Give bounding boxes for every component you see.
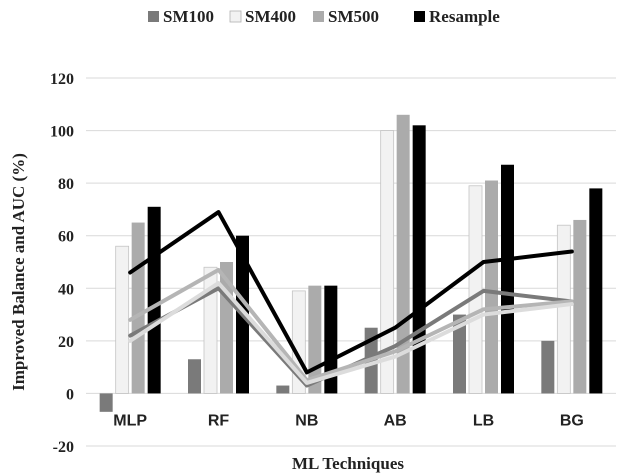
- bar: [203, 266, 218, 394]
- x-tick-label: LB: [473, 412, 494, 429]
- y-axis-title: Improved Balance and AUC (%): [9, 153, 28, 391]
- legend-label: SM500: [328, 7, 379, 26]
- bar: [541, 340, 555, 394]
- x-axis-title: ML Techniques: [292, 454, 404, 473]
- y-tick-labels: -20 0 20 40 60 80 100 120: [50, 71, 74, 456]
- y-tick-label: 0: [66, 386, 74, 403]
- bar: [131, 222, 145, 394]
- bar: [556, 224, 571, 394]
- y-tick-label: 100: [50, 124, 74, 141]
- legend-swatch: [148, 11, 159, 22]
- y-tick-label: -20: [53, 439, 74, 456]
- bar: [380, 130, 395, 394]
- series-line: [128, 267, 574, 383]
- bar: [324, 285, 338, 394]
- series-line: [128, 210, 574, 375]
- bar: [276, 385, 290, 394]
- bar: [99, 393, 113, 412]
- lines: [128, 210, 574, 388]
- bar: [501, 164, 514, 394]
- bar: [485, 180, 498, 394]
- gridlines: [86, 77, 616, 447]
- y-tick-label: 80: [58, 176, 74, 193]
- legend-swatch: [229, 10, 242, 23]
- legend-label: SM100: [163, 7, 214, 26]
- y-tick-label: 60: [58, 229, 74, 246]
- legend-label: Resample: [429, 7, 500, 26]
- x-tick-label: MLP: [113, 412, 147, 429]
- x-tick-label: RF: [208, 412, 230, 429]
- legend-swatch: [414, 11, 425, 22]
- y-tick-label: 120: [50, 71, 74, 88]
- bar: [453, 314, 466, 394]
- bar: [412, 125, 426, 394]
- bar: [573, 219, 587, 394]
- bar: [468, 185, 483, 394]
- x-tick-label: BG: [560, 412, 584, 429]
- y-tick-label: 20: [58, 334, 74, 351]
- y-tick-label: 40: [58, 281, 74, 298]
- series-line: [128, 281, 574, 385]
- bar: [188, 359, 201, 394]
- bar: [589, 188, 603, 394]
- x-tick-label: AB: [384, 412, 407, 429]
- x-tick-label: NB: [295, 412, 318, 429]
- legend-swatch: [313, 11, 324, 22]
- x-tick-labels: MLP RF NB AB LB BG: [113, 412, 584, 429]
- legend: SM100 SM400 SM500 Resample: [148, 7, 500, 26]
- bar: [115, 245, 130, 394]
- legend-label: SM400: [245, 7, 296, 26]
- bar: [147, 206, 161, 394]
